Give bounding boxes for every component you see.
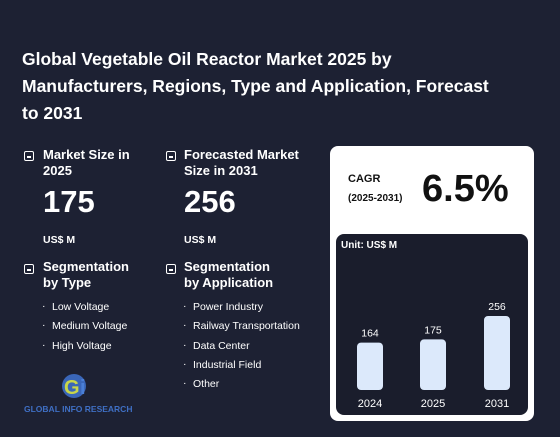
list-item: High Voltage	[42, 339, 127, 359]
forecast-value: 256	[184, 184, 236, 219]
list-item: Medium Voltage	[42, 319, 127, 339]
category-label: 2024	[358, 398, 382, 410]
logo: G i GLOBAL INFO RESEARCH	[24, 374, 132, 414]
bar	[357, 342, 383, 390]
list-item: Industrial Field	[183, 358, 300, 378]
market-size-label: Market Size in 2025	[43, 147, 130, 178]
forecast-label: Forecasted Market Size in 2031	[184, 147, 299, 178]
forecast-unit: US$ M	[184, 234, 217, 246]
value-label: 164	[361, 328, 379, 340]
icon	[24, 151, 34, 161]
icon	[24, 264, 34, 274]
cagr-period: (2025-2031)	[348, 193, 403, 204]
type-label: Segmentation by Type	[43, 259, 129, 290]
type-list: Low VoltageMedium VoltageHigh Voltage	[42, 300, 127, 359]
list-item: Railway Transportation	[183, 319, 300, 339]
category-label: 2025	[421, 398, 445, 410]
logo-glyph: i	[80, 377, 86, 399]
title: Global Vegetable Oil Reactor Market 2025…	[22, 49, 489, 123]
cagr-value: 6.5%	[422, 168, 509, 210]
application-label: Segmentation by Application	[184, 259, 274, 290]
logo-text: GLOBAL INFO RESEARCH	[24, 404, 132, 414]
logo-mark	[62, 374, 86, 398]
category-label: 2031	[485, 398, 509, 410]
market-size-value: 175	[43, 184, 95, 219]
cagr-label: CAGR	[348, 173, 381, 185]
unit-label: Unit: US$ M	[341, 240, 397, 251]
bar	[420, 339, 446, 390]
list-item: Power Industry	[183, 300, 300, 320]
bar	[484, 316, 510, 390]
application-list: Power IndustryRailway TransportationData…	[183, 300, 300, 397]
icon	[166, 151, 176, 161]
value-label: 256	[488, 301, 506, 313]
logo-glyph: G	[64, 377, 80, 399]
market-size-unit: US$ M	[43, 234, 76, 246]
list-item: Data Center	[183, 339, 300, 359]
icon	[166, 264, 176, 274]
list-item: Other	[183, 377, 300, 397]
value-label: 175	[424, 324, 442, 336]
list-item: Low Voltage	[42, 300, 127, 320]
chart: Unit: US$ M 164 2024 175 2025 256 2031	[341, 240, 510, 410]
